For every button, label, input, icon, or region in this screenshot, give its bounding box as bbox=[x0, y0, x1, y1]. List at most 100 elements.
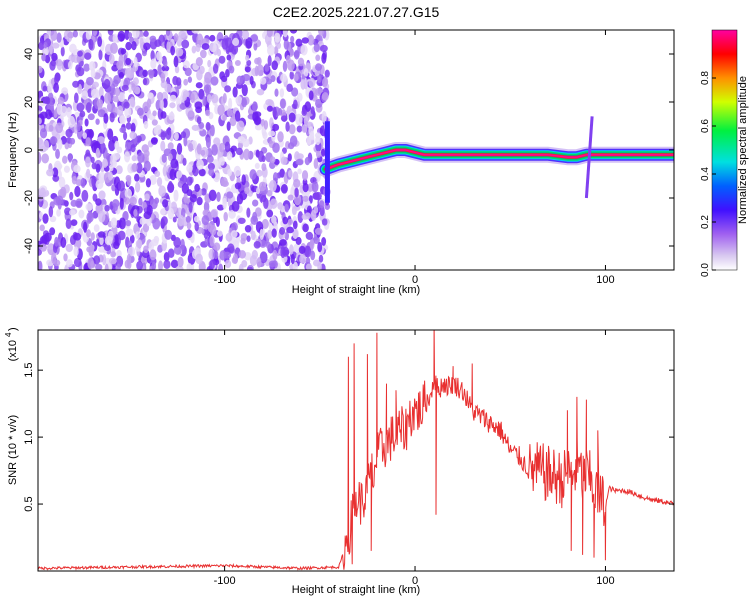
noise-blob bbox=[85, 102, 92, 113]
noise-blob bbox=[128, 32, 133, 39]
noise-blob bbox=[54, 236, 59, 247]
noise-blob bbox=[125, 228, 134, 237]
noise-blob bbox=[168, 112, 175, 121]
noise-blob bbox=[218, 55, 226, 64]
noise-blob bbox=[142, 69, 148, 78]
noise-blob bbox=[143, 42, 151, 51]
noise-blob bbox=[116, 60, 124, 70]
noise-blob bbox=[293, 73, 299, 82]
noise-blob bbox=[126, 177, 132, 186]
noise-blob bbox=[164, 83, 172, 93]
noise-blob bbox=[195, 43, 201, 53]
noise-blob bbox=[241, 84, 248, 97]
noise-blob bbox=[104, 235, 113, 246]
noise-blob bbox=[50, 59, 56, 67]
noise-blob bbox=[295, 236, 302, 245]
noise-blob bbox=[293, 49, 300, 60]
noise-blob bbox=[126, 67, 135, 79]
noise-blob bbox=[176, 170, 183, 179]
noise-blob bbox=[252, 211, 258, 223]
noise-blob bbox=[71, 175, 78, 185]
noise-blob bbox=[253, 41, 258, 51]
noise-blob bbox=[67, 115, 76, 128]
noise-blob bbox=[143, 245, 149, 254]
noise-blob bbox=[151, 119, 158, 126]
noise-blob bbox=[87, 113, 95, 121]
noise-blob bbox=[263, 120, 269, 130]
noise-blob bbox=[291, 205, 297, 216]
noise-blob bbox=[114, 87, 121, 97]
noise-blob bbox=[91, 175, 96, 188]
noise-blob bbox=[117, 230, 126, 241]
noise-blob bbox=[161, 216, 168, 226]
noise-blob bbox=[63, 165, 70, 173]
noise-blob bbox=[91, 162, 97, 170]
noise-blob bbox=[279, 227, 286, 235]
noise-blob bbox=[57, 96, 65, 105]
noise-blob bbox=[104, 92, 111, 104]
noise-blob bbox=[203, 231, 209, 239]
noise-blob bbox=[60, 237, 67, 248]
noise-blob bbox=[38, 65, 43, 74]
noise-blob bbox=[196, 143, 202, 155]
noise-blob bbox=[43, 139, 50, 151]
noise-blob bbox=[42, 85, 48, 92]
noise-blob bbox=[321, 77, 328, 87]
noise-blob bbox=[252, 111, 259, 122]
noise-blob bbox=[221, 75, 228, 83]
noise-blob bbox=[313, 206, 319, 214]
noise-blob bbox=[173, 237, 181, 248]
noise-blob bbox=[290, 35, 295, 43]
noise-blob bbox=[226, 121, 231, 132]
snr-multiplier-base: (x10 bbox=[7, 340, 19, 361]
noise-blob bbox=[76, 102, 85, 112]
noise-blob bbox=[142, 78, 148, 86]
noise-blob bbox=[169, 94, 177, 102]
noise-blob bbox=[156, 51, 162, 61]
noise-blob bbox=[85, 30, 91, 40]
noise-blob bbox=[143, 160, 151, 172]
noise-blob bbox=[66, 107, 72, 119]
noise-blob bbox=[302, 195, 309, 202]
noise-blob bbox=[218, 263, 224, 270]
y-tick-label: 1.0 bbox=[23, 429, 35, 444]
noise-blob bbox=[244, 224, 252, 233]
noise-blob bbox=[321, 237, 327, 246]
noise-blob bbox=[206, 155, 214, 164]
noise-blob bbox=[186, 222, 192, 230]
noise-blob bbox=[111, 184, 116, 192]
noise-blob bbox=[209, 259, 215, 270]
noise-blob bbox=[307, 34, 315, 46]
noise-blob bbox=[200, 149, 206, 156]
noise-blob bbox=[169, 168, 177, 181]
noise-blob bbox=[163, 59, 168, 68]
noise-blob bbox=[295, 159, 304, 166]
noise-blob bbox=[124, 106, 132, 118]
noise-blob bbox=[52, 42, 60, 49]
noise-blob bbox=[196, 69, 203, 81]
noise-blob bbox=[195, 57, 203, 67]
noise-blob bbox=[287, 153, 292, 162]
noise-blob bbox=[167, 153, 173, 162]
noise-blob bbox=[124, 188, 132, 199]
noise-blob bbox=[107, 128, 114, 141]
noise-blob bbox=[81, 90, 89, 100]
noise-blob bbox=[278, 108, 283, 116]
noise-blob bbox=[87, 257, 94, 270]
noise-blob bbox=[200, 188, 207, 196]
colorbar-tick-label: 0.2 bbox=[700, 215, 711, 229]
noise-blob bbox=[271, 228, 277, 238]
noise-blob bbox=[77, 50, 83, 57]
noise-blob bbox=[172, 216, 177, 223]
noise-blob bbox=[176, 142, 183, 155]
noise-blob bbox=[289, 71, 294, 80]
noise-blob bbox=[304, 212, 311, 220]
noise-blob bbox=[262, 131, 268, 140]
noise-blob bbox=[267, 55, 272, 67]
noise-blob bbox=[135, 231, 141, 240]
noise-blob bbox=[143, 120, 149, 129]
noise-blob bbox=[315, 150, 322, 158]
spectrogram-ylabel: Frequency (Hz) bbox=[7, 112, 19, 188]
noise-blob bbox=[188, 201, 193, 213]
noise-blob bbox=[44, 232, 52, 242]
